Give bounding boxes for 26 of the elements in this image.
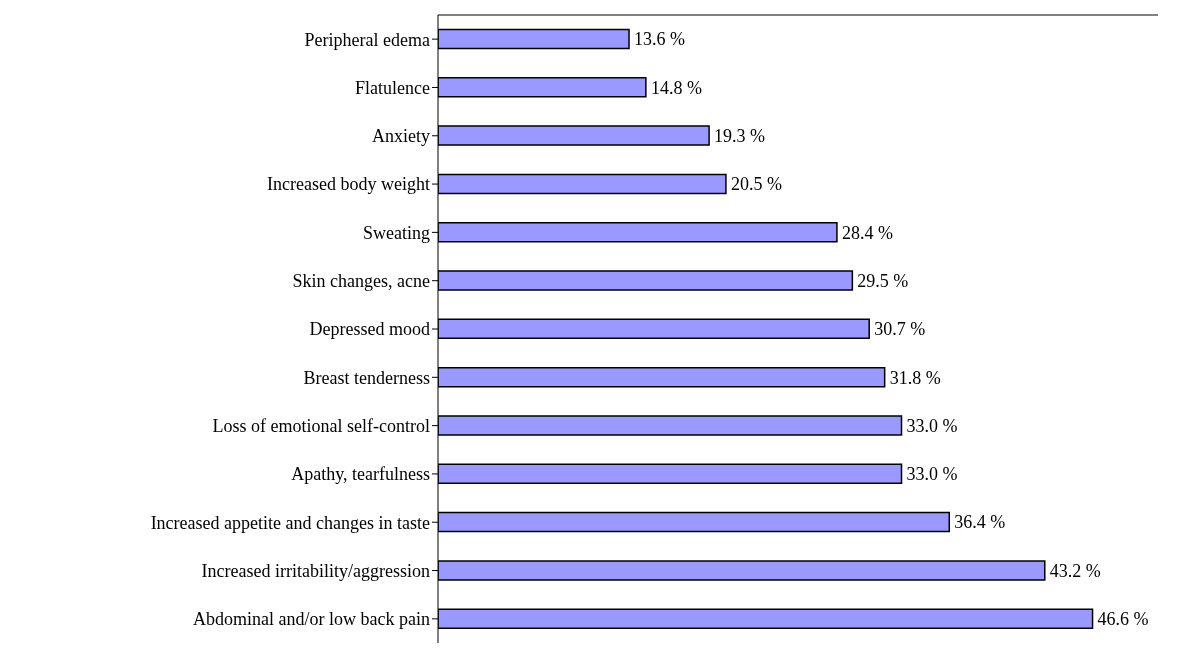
data-label: 13.6 % [634,29,686,50]
y-tick-label: Loss of emotional self-control [212,416,430,437]
data-label: 20.5 % [730,174,782,195]
data-label: 31.8 % [889,367,941,388]
y-tick-label: Depressed mood [309,319,430,340]
data-label: 28.4 % [841,222,893,243]
data-label: 43.2 % [1049,560,1101,581]
data-label: 14.8 % [650,77,702,98]
y-tick-label: Abdominal and/or low back pain [193,609,430,630]
y-tick-label: Breast tenderness [303,367,430,388]
y-tick-label: Apathy, tearfulness [291,464,430,485]
data-label: 36.4 % [954,512,1006,533]
data-label: 19.3 % [714,126,766,146]
y-tick-label: Sweating [363,222,430,243]
y-tick-label: Increased appetite and changes in taste [150,512,430,533]
y-tick-label: Flatulence [355,77,430,98]
y-tick-label: Peripheral edema [304,29,431,50]
y-tick-label: Increased body weight [267,174,430,195]
y-tick-label: Skin changes, acne [292,271,431,292]
data-label: 46.6 % [1097,609,1149,630]
data-label: 33.0 % [906,464,958,485]
data-label: 30.7 % [874,319,926,340]
data-label: 33.0 % [906,415,958,436]
y-tick-label: Increased irritability/aggression [201,560,430,581]
data-label: 29.5 % [857,270,909,291]
y-tick-label: Anxiety [372,126,430,147]
